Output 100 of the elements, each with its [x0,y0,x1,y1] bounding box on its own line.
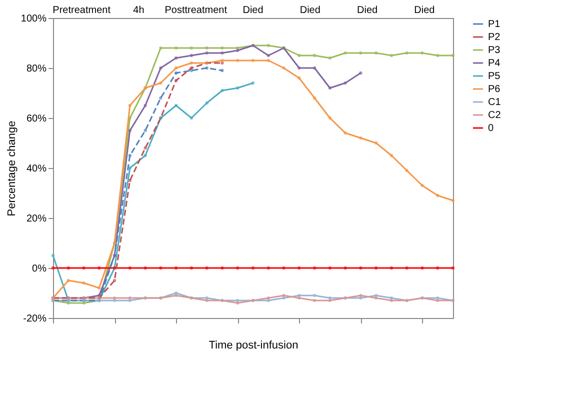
point [405,168,408,172]
point [236,86,240,90]
point [420,266,424,270]
text: Died [414,5,435,16]
point [159,66,162,70]
point [436,54,440,58]
point [174,294,178,298]
point [220,46,224,50]
point [328,296,332,300]
point [405,266,408,270]
legend-label: P4 [488,58,501,69]
point [328,266,332,270]
point [82,301,86,305]
point [190,54,194,58]
point [298,76,301,80]
point [174,71,178,75]
point [220,61,224,65]
point [128,154,132,158]
point [451,198,455,202]
point [98,266,101,270]
point [128,128,132,132]
text: Pretreatment [52,5,111,16]
point [359,296,362,300]
point [266,58,270,62]
point [220,58,224,62]
point [220,68,224,72]
point [174,104,178,108]
legend-label: C1 [488,97,502,108]
x-axis-title: Time post-infusion [208,340,298,352]
point [236,58,240,62]
point [436,194,440,198]
point [112,296,116,300]
point [374,141,378,145]
point [205,266,208,270]
point [205,298,208,302]
legend-label: P5 [488,71,501,82]
point [174,46,178,50]
point [312,96,316,100]
point [344,51,347,55]
point [359,136,362,140]
point [390,154,394,158]
point [236,266,240,270]
point [205,66,208,70]
point [312,298,316,302]
point [174,78,178,82]
point [190,266,194,270]
y-tick-label: 80% [26,64,47,74]
point [298,266,301,270]
point [236,301,240,305]
point [328,56,332,60]
point [312,266,316,270]
point [159,46,162,50]
point [128,266,132,270]
point [298,294,301,298]
point [390,298,394,302]
point [144,128,147,132]
point [205,46,208,50]
point [98,294,101,298]
point [451,266,455,270]
point [128,298,132,302]
point [251,81,255,85]
point [174,266,178,270]
point [374,294,378,298]
point [390,296,394,300]
point [282,294,286,298]
point [144,146,147,150]
point [220,266,224,270]
point [190,116,194,120]
point [190,61,194,65]
point [436,298,440,302]
point [312,66,316,70]
point [344,81,347,85]
point [190,68,194,72]
point [390,266,394,270]
point [251,266,255,270]
point [174,66,178,70]
text: Posttreatment [164,5,228,16]
point [159,266,162,270]
point [436,266,440,270]
point [236,46,240,50]
y-tick-label: 60% [26,114,47,124]
point [236,298,240,302]
point [390,54,394,58]
point [374,266,378,270]
point [298,66,301,70]
point [236,48,240,52]
point [282,66,286,70]
point [66,301,70,305]
point [220,51,224,55]
point [312,294,316,298]
point [359,266,362,270]
point [190,46,194,50]
legend-label: P2 [488,32,501,43]
point [98,286,101,290]
point [128,116,132,120]
point [112,298,116,302]
point [205,296,208,300]
point [82,281,86,285]
point [190,66,194,70]
point [144,266,147,270]
